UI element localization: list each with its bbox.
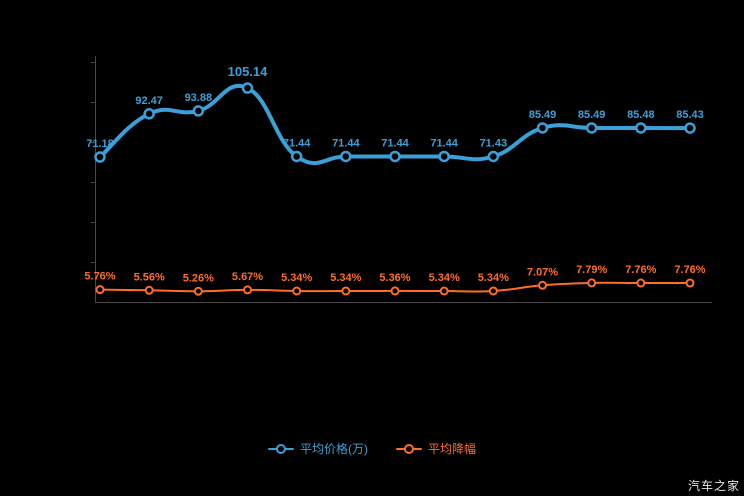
data-point-marker[interactable] — [636, 278, 646, 288]
data-point-label: 105.14 — [228, 64, 269, 79]
legend-label-avg-price: 平均价格(万) — [299, 442, 368, 456]
legend-item-avg-discount[interactable]: 平均降幅 — [395, 442, 476, 456]
autohome-watermark: 汽车之家 — [687, 479, 740, 493]
data-point-marker[interactable] — [585, 122, 598, 134]
data-point-label: 92.47 — [135, 95, 163, 107]
data-point-marker[interactable] — [587, 278, 597, 288]
data-point-marker[interactable] — [538, 280, 547, 290]
data-point-marker[interactable] — [487, 150, 500, 163]
data-point-marker[interactable] — [192, 105, 205, 117]
data-point-marker[interactable] — [635, 122, 647, 134]
data-point-marker[interactable] — [290, 150, 303, 163]
data-point-marker[interactable] — [439, 286, 449, 296]
data-point-marker[interactable] — [193, 286, 203, 296]
data-point-marker[interactable] — [438, 150, 450, 163]
data-point-label: 85.48 — [627, 109, 655, 121]
data-point-label: 5.34% — [330, 272, 361, 284]
legend-label-avg-discount: 平均降幅 — [427, 442, 476, 456]
data-point-marker[interactable] — [94, 151, 106, 163]
data-point-label: 7.79% — [576, 264, 607, 276]
data-point-marker[interactable] — [241, 82, 254, 94]
data-point-marker[interactable] — [95, 285, 105, 295]
data-point-marker[interactable] — [243, 285, 252, 295]
data-point-marker[interactable] — [488, 286, 498, 296]
data-point-label: 5.34% — [281, 272, 312, 284]
data-point-label: 5.36% — [379, 272, 410, 284]
data-point-marker[interactable] — [341, 286, 351, 296]
data-point-marker[interactable] — [685, 278, 695, 288]
data-point-marker[interactable] — [536, 122, 549, 134]
data-point-marker[interactable] — [390, 286, 400, 296]
data-point-label: 5.67% — [232, 271, 263, 283]
data-point-label: 93.88 — [185, 92, 213, 104]
data-point-label: 71.44 — [332, 137, 360, 149]
data-point-marker[interactable] — [340, 150, 352, 163]
data-point-label: 5.56% — [134, 271, 165, 283]
data-point-label: 71.18 — [86, 138, 114, 150]
data-point-label: 7.76% — [674, 264, 705, 276]
data-point-label: 71.44 — [430, 137, 458, 149]
data-point-label: 7.76% — [625, 264, 656, 276]
data-point-label: 7.07% — [527, 266, 558, 278]
legend-item-avg-price[interactable]: 平均价格(万) — [267, 442, 368, 456]
data-point-marker[interactable] — [143, 108, 155, 120]
data-point-label: 71.44 — [283, 137, 311, 149]
data-point-label: 85.49 — [529, 109, 557, 121]
data-point-marker[interactable] — [144, 285, 154, 295]
data-point-label: 85.43 — [676, 109, 704, 121]
data-point-label: 5.26% — [183, 272, 214, 284]
data-point-marker[interactable] — [292, 286, 302, 296]
line-series-icon — [267, 443, 294, 455]
data-point-marker[interactable] — [389, 150, 401, 163]
data-point-label: 71.44 — [381, 137, 409, 149]
data-point-label: 5.34% — [478, 272, 509, 284]
chart-legend: 平均价格(万) 平均降幅 — [0, 443, 744, 455]
data-point-marker[interactable] — [684, 122, 696, 134]
line-series-icon — [395, 443, 422, 455]
data-point-label: 5.76% — [84, 271, 115, 283]
data-point-label: 5.34% — [429, 272, 460, 284]
data-point-label: 71.43 — [480, 137, 508, 149]
data-point-label: 85.49 — [578, 109, 606, 121]
